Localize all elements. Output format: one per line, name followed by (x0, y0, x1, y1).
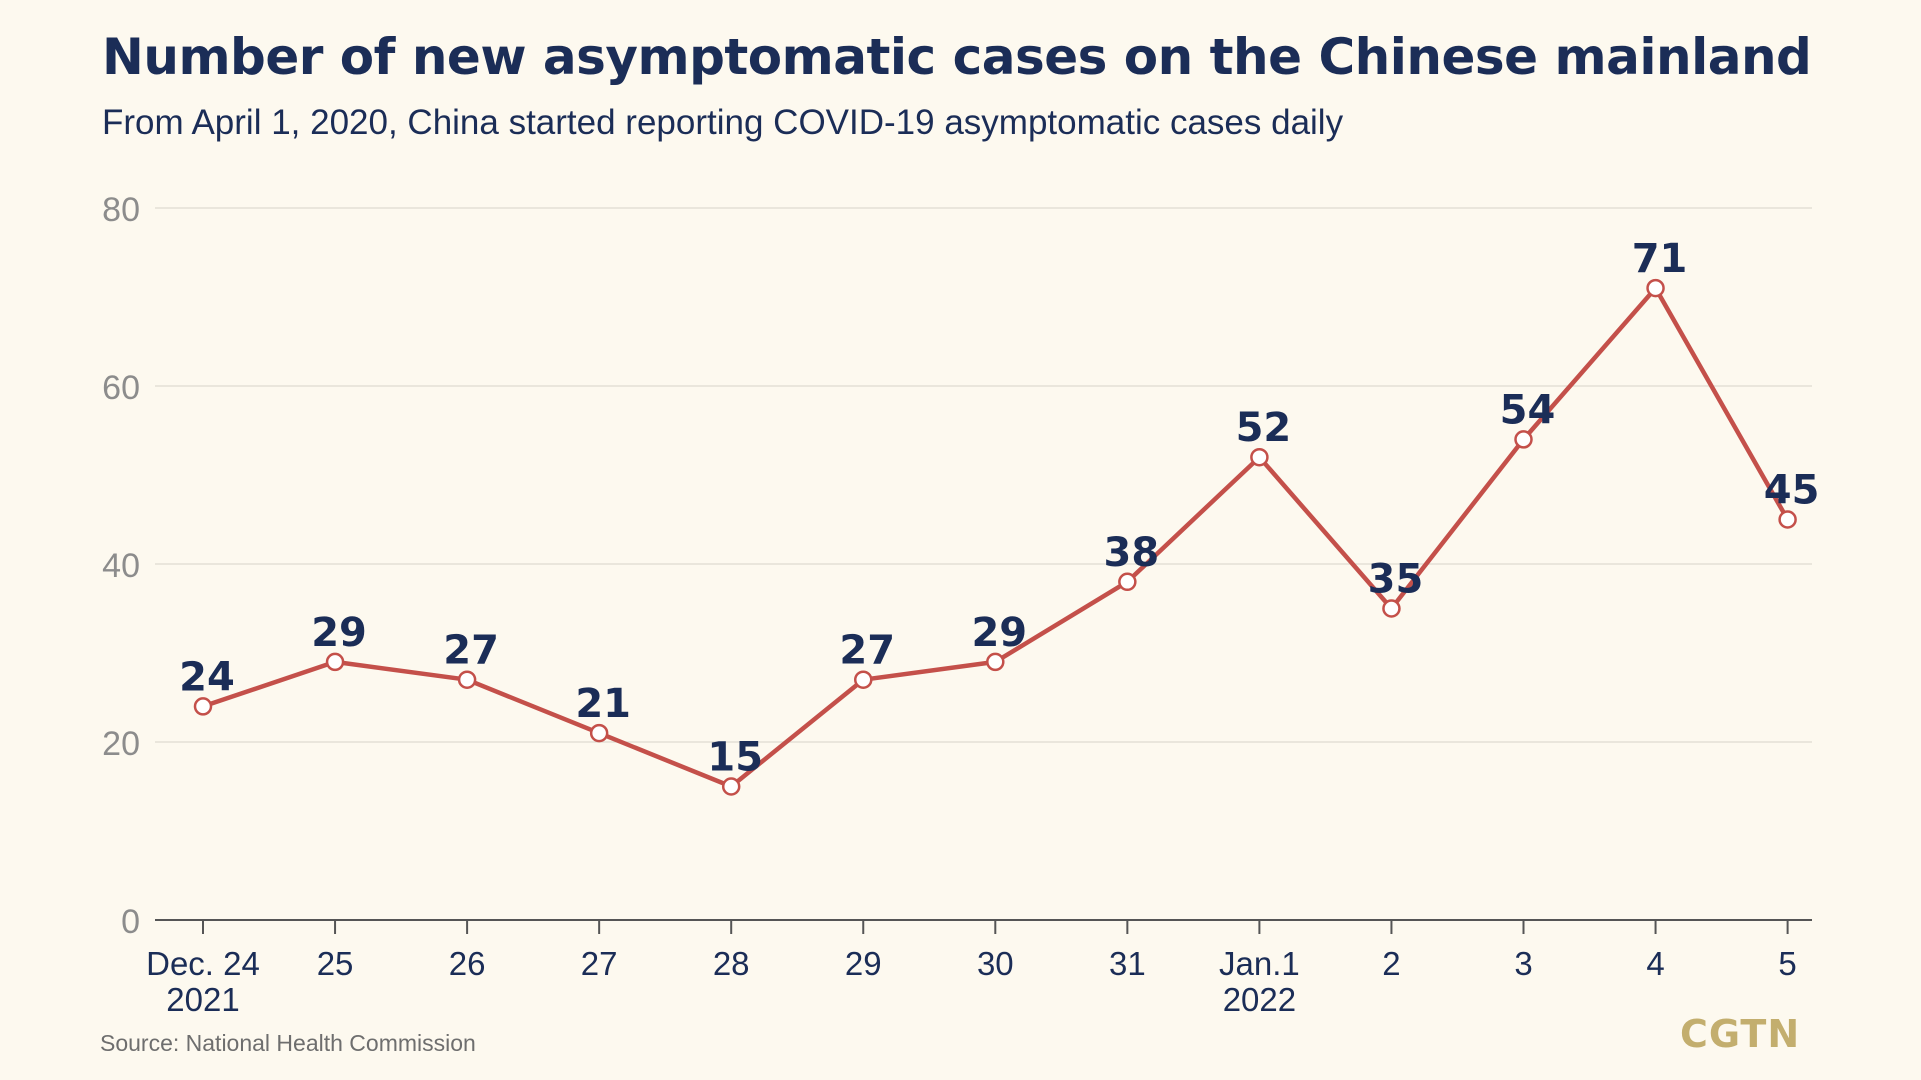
x-tick-label: 2 (1382, 945, 1400, 982)
x-tick-label: Jan.1 (1219, 945, 1300, 982)
y-tick-label: 0 (121, 903, 140, 941)
x-tick-label: 26 (449, 945, 486, 982)
data-point (721, 777, 741, 796)
data-point (1118, 572, 1137, 592)
chart-title: Number of new asymptomatic cases on the … (102, 28, 1812, 86)
x-tick-label: 4 (1646, 945, 1664, 982)
data-label: 71 (1632, 236, 1688, 282)
y-tick-label: 20 (102, 725, 140, 763)
data-label: 29 (311, 610, 367, 656)
data-label: 24 (179, 654, 235, 700)
data-label: 54 (1500, 387, 1556, 433)
y-tick-label: 80 (102, 191, 140, 229)
y-tick-label: 40 (102, 547, 140, 585)
data-point (1250, 447, 1269, 467)
data-point (1778, 510, 1797, 529)
data-point (1646, 278, 1665, 298)
x-tick-label: 5 (1778, 945, 1796, 982)
source-note: Source: National Health Commission (100, 1030, 476, 1056)
data-point (986, 652, 1005, 672)
data-label: 27 (839, 628, 895, 674)
data-point (854, 670, 873, 689)
data-point (589, 723, 609, 743)
data-point (1382, 599, 1401, 618)
data-point (325, 652, 345, 672)
data-label: 21 (575, 681, 631, 727)
x-tick-label: 30 (977, 945, 1014, 982)
x-tick-label: 28 (713, 945, 750, 982)
data-label: 45 (1764, 468, 1820, 514)
data-point (1514, 430, 1533, 449)
y-tick-label: 60 (102, 369, 140, 407)
data-label: 27 (443, 628, 499, 674)
data-label: 52 (1236, 405, 1292, 451)
cgtn-logo: CGTN (1680, 1012, 1801, 1056)
x-tick-label: 29 (845, 945, 882, 982)
data-label: 35 (1368, 557, 1424, 603)
x-tick-label: 3 (1514, 945, 1532, 982)
chart-subtitle: From April 1, 2020, China started report… (102, 103, 1344, 142)
x-tick-label: 31 (1109, 945, 1146, 982)
data-label: 29 (971, 610, 1027, 656)
data-label: 15 (707, 735, 763, 781)
data-point (193, 697, 213, 716)
x-tick-label: 2022 (1223, 981, 1296, 1018)
data-label: 38 (1104, 530, 1160, 576)
data-point (457, 670, 477, 689)
x-tick-label: 25 (317, 945, 354, 982)
series-line (200, 285, 1790, 789)
x-tick-label: Dec. 24 (146, 945, 260, 982)
x-tick-label: 27 (581, 945, 618, 982)
x-tick-label: 2021 (166, 981, 239, 1018)
